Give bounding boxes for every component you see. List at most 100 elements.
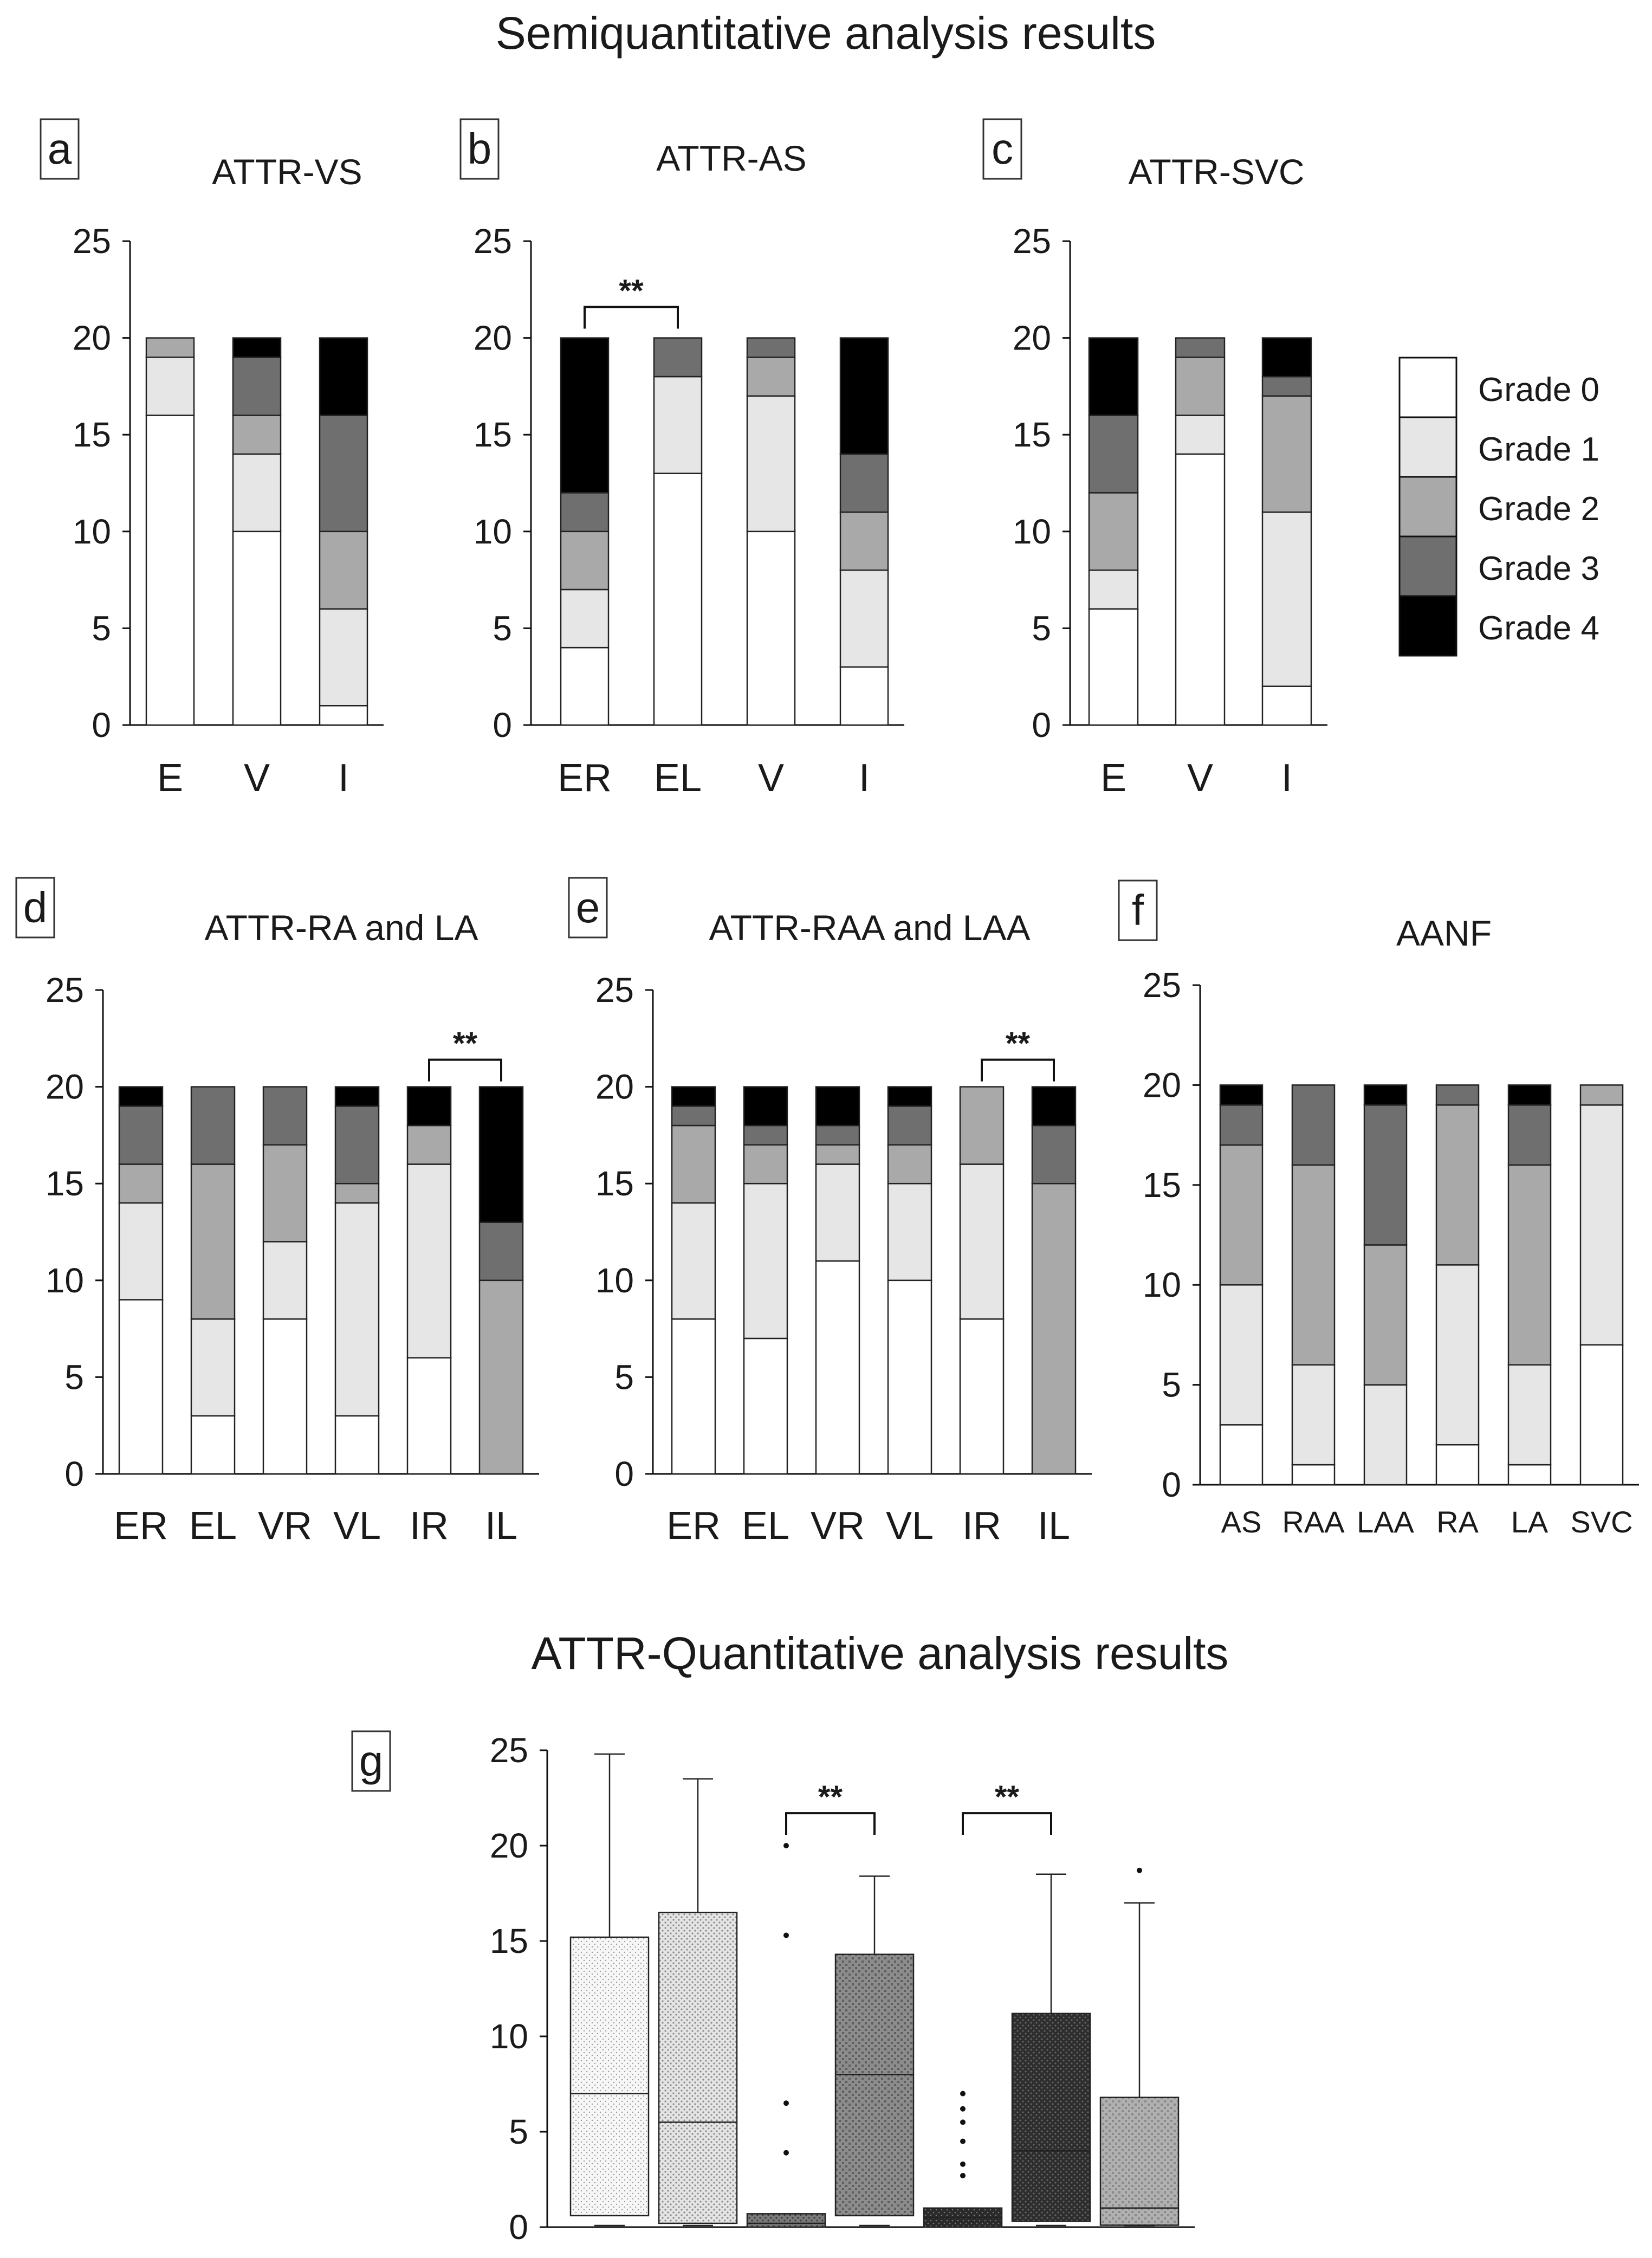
bar-segment-as-grade-4	[1219, 1084, 1264, 1106]
y-tick-label: 0	[92, 706, 111, 745]
bar-segment-vl-grade-2	[334, 1182, 380, 1204]
bar-segment-vr-grade-1	[815, 1163, 860, 1262]
x-category-label: AS	[673, 2256, 723, 2258]
bar-segment-ir-grade-1	[959, 1163, 1005, 1320]
bar-segment-ra-grade-1	[1435, 1264, 1480, 1446]
y-tick-label: 20	[1013, 319, 1051, 358]
bar-segment-v-grade-3	[746, 337, 796, 358]
bar-segment-v-grade-3	[232, 357, 282, 416]
y-tick-label: 0	[614, 1454, 634, 1493]
bar-segment-i-grade-0	[839, 666, 889, 726]
outlier-point-svc	[1137, 1867, 1142, 1873]
y-tick-label: 5	[1032, 609, 1051, 648]
y-tick-label: 15	[1143, 1166, 1181, 1205]
significance-label: **	[453, 1026, 478, 1062]
x-category-label: VL	[886, 1504, 934, 1548]
outlier-point-raa	[960, 2119, 966, 2125]
bar-segment-er-grade-3	[671, 1105, 716, 1127]
bar-segment-v-grade-0	[1175, 453, 1226, 726]
bar-segment-i-grade-1	[839, 569, 889, 668]
bar-segment-v-grade-1	[232, 453, 282, 533]
bar-segment-er-grade-4	[560, 337, 610, 494]
bar-segment-v-grade-0	[232, 530, 282, 726]
significance-bracket	[428, 1058, 502, 1082]
outlier-point-raa	[960, 2106, 966, 2112]
significance-bracket	[981, 1058, 1055, 1082]
y-tick-label: 25	[46, 971, 84, 1010]
y-tick-label: 5	[509, 2112, 528, 2151]
bar-segment-er-grade-1	[560, 588, 610, 649]
bar-segment-vr-grade-3	[262, 1086, 308, 1146]
x-category-label: EL	[189, 1504, 237, 1548]
bar-segment-i-grade-2	[839, 511, 889, 571]
x-category-label: V	[1187, 756, 1213, 800]
bar-segment-ir-grade-2	[406, 1124, 452, 1165]
panel-title: ATTR-RAA and LAA	[709, 908, 1030, 948]
panel-title: ATTR-AS	[656, 138, 806, 178]
y-tick-label: 10	[474, 512, 512, 551]
bar-segment-el-grade-3	[190, 1086, 236, 1165]
legend-swatch-grade-1	[1398, 416, 1457, 478]
outlier-point-ra	[783, 2100, 789, 2106]
bar-segment-as-grade-0	[1219, 1424, 1264, 1486]
y-tick-label: 25	[490, 1731, 528, 1770]
bar-segment-la-grade-4	[1507, 1084, 1552, 1106]
x-category-label: EL	[654, 756, 702, 800]
outlier-point-raa	[960, 2138, 966, 2144]
y-tick-label: 10	[1013, 512, 1051, 551]
y-tick-label: 10	[490, 2017, 528, 2056]
bar-segment-er-grade-0	[560, 646, 610, 726]
bar-segment-la-grade-2	[1507, 1164, 1552, 1366]
x-category-label: EL	[742, 1504, 789, 1548]
box-svc	[1099, 2097, 1180, 2226]
bar-segment-er-grade-0	[671, 1318, 716, 1475]
bar-segment-laa-grade-3	[1363, 1104, 1408, 1246]
bar-segment-i-grade-0	[319, 705, 368, 726]
bar-segment-vr-grade-1	[262, 1241, 308, 1320]
bar-segment-er-grade-3	[560, 492, 610, 533]
x-category-label: E	[157, 756, 183, 800]
bar-segment-er-grade-2	[118, 1163, 164, 1204]
bar-segment-il-grade-4	[478, 1086, 524, 1223]
bar-segment-el-grade-0	[743, 1337, 788, 1475]
y-tick-label: 5	[92, 609, 111, 648]
bar-segment-e-grade-0	[145, 415, 195, 726]
bar-segment-er-grade-4	[118, 1086, 164, 1107]
bar-segment-raa-grade-3	[1291, 1084, 1336, 1166]
bar-segment-as-grade-1	[1219, 1284, 1264, 1426]
x-category-label: V	[758, 756, 784, 800]
panel-title: ATTR-SVC	[1128, 152, 1304, 192]
y-tick-label: 10	[73, 512, 111, 551]
bar-segment-i-grade-0	[1261, 685, 1312, 726]
bar-segment-vr-grade-0	[815, 1260, 860, 1475]
bar-segment-er-grade-4	[671, 1086, 716, 1107]
significance-label: **	[818, 1780, 843, 1815]
bar-segment-as-grade-3	[1219, 1104, 1264, 1146]
x-category-label: RA	[1436, 1505, 1479, 1539]
bar-segment-vl-grade-4	[334, 1086, 380, 1107]
bar-segment-laa-grade-1	[1363, 1384, 1408, 1486]
bar-segment-la-grade-3	[1507, 1104, 1552, 1166]
panel-letter: b	[468, 125, 492, 173]
panel-title: AANF	[1396, 913, 1492, 953]
bar-segment-el-grade-3	[743, 1124, 788, 1146]
y-tick-label: 15	[73, 415, 111, 454]
x-category-label: LAA	[1357, 1505, 1414, 1539]
bar-segment-la-grade-0	[1507, 1464, 1552, 1486]
y-tick-label: 0	[1162, 1465, 1181, 1504]
bar-segment-e-grade-3	[1088, 415, 1139, 494]
quant-title: ATTR-Quantitative analysis results	[532, 1628, 1229, 1679]
x-category-label: IL	[1038, 1504, 1070, 1548]
bar-segment-v-grade-1	[1175, 415, 1226, 455]
bar-segment-er-grade-2	[560, 530, 610, 591]
bar-segment-i-grade-3	[319, 415, 368, 533]
y-tick-label: 10	[46, 1261, 84, 1300]
x-category-label: I	[338, 756, 349, 800]
bar-segment-e-grade-1	[145, 357, 195, 416]
bar-segment-ir-grade-4	[406, 1086, 452, 1127]
chart-panels: a ATTR-VS 0 5 10 15 20 25 E V Ib ATTR-AS 0 5 10 15 20 25 E…	[15, 118, 1639, 2258]
legend-label-grade-3: Grade 3	[1478, 550, 1599, 587]
x-category-label: SVC	[1102, 2256, 1177, 2258]
bar-segment-svc-grade-1	[1579, 1104, 1624, 1346]
x-category-label: VL	[333, 1504, 381, 1548]
